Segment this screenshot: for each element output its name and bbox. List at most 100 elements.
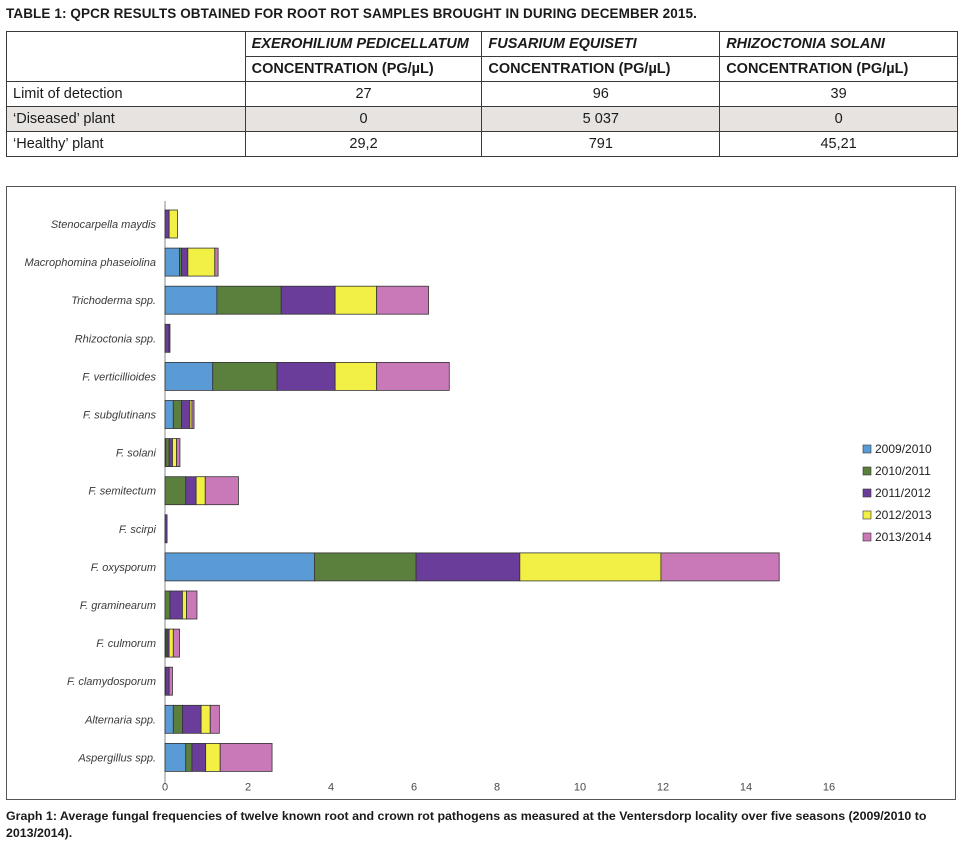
- bar-segment: [172, 400, 183, 429]
- legend-swatch: [862, 510, 872, 520]
- table-title: TABLE 1: QPCR RESULTS OBTAINED FOR ROOT …: [6, 6, 697, 21]
- table-row: ‘Healthy’ plant 29,2 791 45,21: [6, 131, 958, 157]
- bar-segment: [187, 247, 216, 277]
- bar-segment: [276, 361, 336, 391]
- table-header-row-species: EXEROHILIUM PEDICELLATUM FUSARIUM EQUISE…: [6, 31, 958, 82]
- bar-segment: [164, 361, 214, 391]
- bar-segment: [219, 743, 273, 772]
- category-label: F. clamydosporum: [67, 676, 156, 688]
- bar-segment: [185, 476, 197, 506]
- chart-frame: Stenocarpella maydis Macrophomina phaseio…: [6, 186, 956, 800]
- legend-label: 2009/2010: [875, 442, 932, 456]
- bar-segment: [191, 743, 207, 772]
- bar-segment: [164, 590, 171, 620]
- row-label: ‘Diseased’ plant: [6, 106, 246, 132]
- legend-swatch: [862, 444, 872, 454]
- row-label: Limit of detection: [6, 81, 246, 107]
- x-tick-label: 14: [740, 781, 752, 793]
- category-label: Aspergillus spp.: [77, 752, 156, 764]
- category-label: F. oxysporum: [91, 562, 156, 574]
- legend-label: 2013/2014: [875, 530, 932, 544]
- x-tick-label: 2: [245, 781, 251, 793]
- header-species: EXEROHILIUM PEDICELLATUM: [244, 31, 483, 57]
- bar-segment: [172, 704, 183, 734]
- bar-segment: [168, 628, 174, 658]
- bar-segment: [204, 476, 239, 506]
- bar-segment: [164, 285, 218, 315]
- bar-segment: [164, 476, 187, 506]
- header-species: RHIZOCTONIA SOLANI: [719, 31, 958, 57]
- legend-swatch: [862, 488, 872, 498]
- bar-segment: [195, 476, 206, 506]
- bar-segment: [168, 323, 171, 353]
- legend-swatch: [862, 532, 872, 542]
- x-tick-label: 10: [574, 781, 586, 793]
- table-cell: 27: [244, 81, 483, 107]
- bar-segment: [660, 552, 780, 582]
- bar-segment: [376, 361, 450, 391]
- bar-segment: [280, 285, 336, 315]
- category-label: Alternaria spp.: [84, 714, 156, 726]
- table-cell: 0: [719, 106, 958, 132]
- bar-segment: [209, 704, 220, 734]
- category-label: F. semitectum: [88, 486, 156, 498]
- bar-segment: [415, 552, 521, 582]
- bar-segment: [176, 438, 181, 468]
- bar-segment: [313, 552, 417, 582]
- table-cell: 791: [481, 131, 721, 157]
- bar-segment: [169, 590, 183, 620]
- bar-segment: [182, 590, 187, 620]
- bar-segment: [376, 285, 429, 315]
- bar-segment: [164, 400, 174, 429]
- table-row: ‘Diseased’ plant 0 5 037 0: [6, 106, 958, 132]
- bar-segment: [164, 514, 168, 544]
- bar-segment: [186, 590, 198, 620]
- bar-segment: [519, 552, 662, 582]
- category-label: Trichoderma spp.: [71, 295, 156, 307]
- table-cell: 5 037: [481, 106, 721, 132]
- bar-segment: [164, 743, 187, 772]
- category-label: Macrophomina phaseiolina: [25, 257, 156, 269]
- bar-segment: [165, 666, 170, 696]
- x-tick-label: 8: [494, 781, 500, 793]
- legend-label: 2012/2013: [875, 508, 932, 522]
- graph-caption: Graph 1: Average fungal frequencies of t…: [6, 809, 927, 840]
- header-unit: CONCENTRATION (PG/µL): [481, 56, 721, 82]
- stacked-bar-chart: Stenocarpella maydis Macrophomina phaseio…: [25, 201, 932, 793]
- bar-segment: [214, 247, 219, 277]
- legend-swatch: [862, 466, 872, 476]
- legend-label: 2010/2011: [875, 464, 931, 478]
- table-cell: 39: [719, 81, 958, 107]
- bar-segment: [164, 552, 315, 582]
- row-label: ‘Healthy’ plant: [6, 131, 246, 157]
- bar-segment: [172, 438, 178, 468]
- bar-segment: [191, 400, 195, 429]
- category-label: F. culmorum: [96, 638, 156, 650]
- category-label: Stenocarpella maydis: [51, 219, 157, 231]
- table-header-row-unit: CONCENTRATION (PG/µL) CONCENTRATION (PG/…: [7, 56, 958, 82]
- table-cell: 96: [481, 81, 721, 107]
- legend-label: 2011/2012: [875, 486, 931, 500]
- x-tick-label: 12: [657, 781, 669, 793]
- bar-segment: [334, 285, 378, 315]
- table-cell: 29,2: [244, 131, 483, 157]
- header-unit: CONCENTRATION (PG/µL): [719, 56, 958, 82]
- bar-segment: [334, 361, 378, 391]
- bar-segment: [164, 247, 180, 277]
- bar-segment: [181, 247, 189, 277]
- bar-segment: [205, 743, 221, 772]
- bar-segment: [164, 704, 174, 734]
- x-tick-label: 6: [411, 781, 417, 793]
- bar-segment: [168, 666, 173, 696]
- bar-segment: [165, 438, 170, 468]
- table-row: Limit of detection 27 96 39: [6, 81, 958, 107]
- bar-segment: [164, 209, 170, 239]
- category-label: F. graminearum: [80, 600, 156, 612]
- table-corner-cell: [6, 31, 246, 82]
- category-label: F. subglutinans: [83, 410, 157, 422]
- category-label: F. verticillioides: [82, 371, 156, 383]
- bar-segment: [182, 704, 202, 734]
- category-label: F. solani: [116, 448, 157, 460]
- category-label: F. scirpi: [119, 524, 157, 536]
- qpcr-results-table: EXEROHILIUM PEDICELLATUM FUSARIUM EQUISE…: [6, 31, 958, 157]
